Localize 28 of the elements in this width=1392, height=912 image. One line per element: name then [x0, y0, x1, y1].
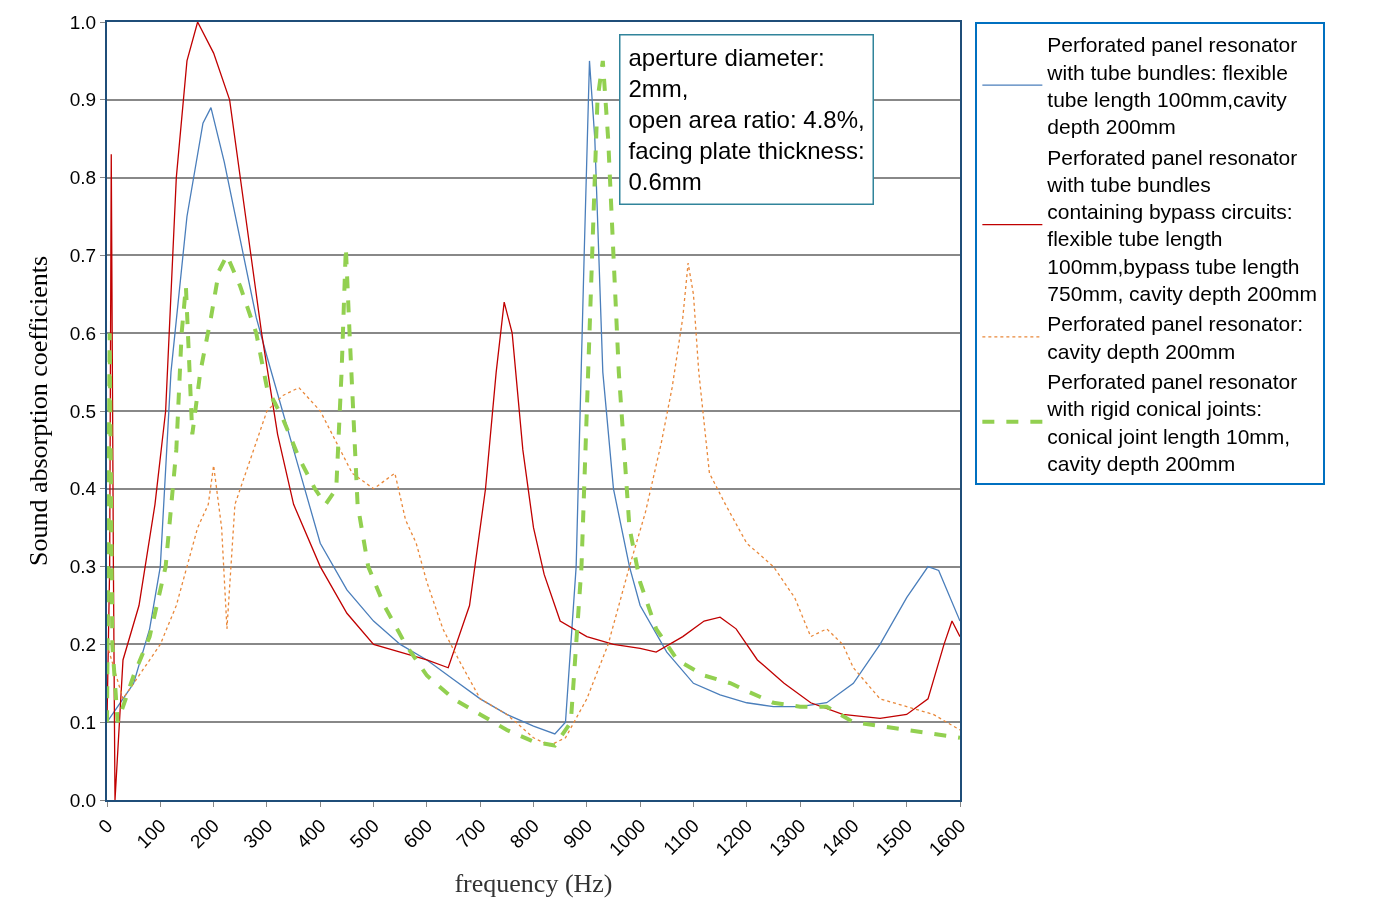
- y-tick-label: 0.9: [69, 89, 97, 111]
- x-tick-label: 100: [132, 815, 170, 853]
- legend-label: Perforated panel resonator with tube bundles: flexible tube length 100mm,cavity depth 200mm: [1046, 33, 1298, 139]
- y-axis-title: Sound absorption coefficients: [23, 255, 53, 567]
- y-tick-label: 0.5: [69, 400, 97, 422]
- x-tick-label: 500: [345, 815, 384, 853]
- legend-label: Perforated panel resonator with rigid conical joints: conical joint length 10mm, cavity depth 200mm: [1046, 369, 1298, 475]
- y-tick-label: 1.0: [69, 11, 97, 33]
- x-tick-label: 900: [559, 815, 597, 853]
- x-tick-label: 300: [239, 815, 277, 853]
- y-tick-label: 0.4: [69, 478, 97, 500]
- y-tick-label: 0.6: [69, 322, 97, 344]
- x-axis-title: frequency (Hz): [454, 868, 613, 898]
- y-tick-label: 0.1: [69, 711, 97, 733]
- annotation: aperture diameter: 2mm, open area ratio: 4.8%, facing plate thickness: 0.6mm: [628, 43, 865, 196]
- legend-label: Perforated panel resonator: cavity depth 200mm: [1047, 312, 1304, 363]
- y-tick-label: 0.0: [69, 789, 97, 811]
- legend-label: Perforated panel resonator with tube bundles containing bypass circuits: flexible tube length 100mm,bypass tube length 750mm, cavity depth 200mm: [1046, 145, 1317, 306]
- x-tick-label: 200: [185, 815, 224, 853]
- y-tick-label: 0.2: [69, 634, 97, 656]
- y-tick-label: 0.3: [69, 556, 97, 578]
- x-tick-label: 400: [292, 815, 330, 853]
- x-tick-label: 0: [94, 815, 117, 838]
- y-tick-label: 0.7: [69, 245, 97, 267]
- x-tick-label: 600: [399, 815, 437, 853]
- y-tick-label: 0.8: [69, 167, 97, 189]
- x-tick-label: 700: [452, 815, 490, 853]
- x-tick-label: 800: [505, 815, 544, 853]
